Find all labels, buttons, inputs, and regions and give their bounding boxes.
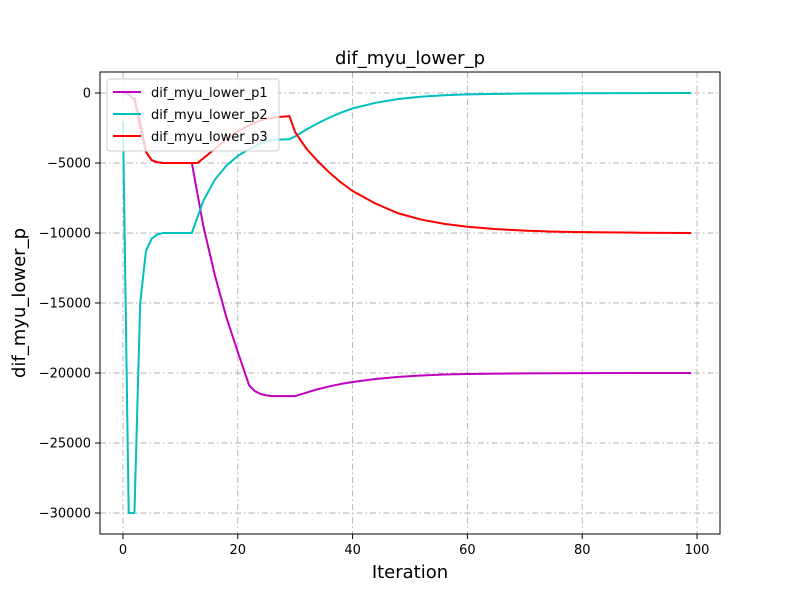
y-tick-label: 0 xyxy=(83,87,91,102)
y-tick-label: −5000 xyxy=(47,157,91,172)
y-tick-label: −20000 xyxy=(39,367,91,382)
legend-label-3: dif_myu_lower_p3 xyxy=(151,130,268,145)
x-tick-label: 40 xyxy=(344,543,361,558)
legend-box xyxy=(106,78,280,152)
y-tick-label: −15000 xyxy=(39,297,91,312)
legend-label-1: dif_myu_lower_p1 xyxy=(151,86,268,101)
x-tick-label: 100 xyxy=(685,543,710,558)
ticks: 0 20 40 60 80 100 0 −5000 −10000 −15000 −20000 −250… xyxy=(39,87,710,559)
x-tick-label: 0 xyxy=(119,543,127,558)
series-layer xyxy=(121,92,692,514)
y-axis-label: dif_myu_lower_p xyxy=(9,228,30,378)
y-tick-label: −10000 xyxy=(39,227,91,242)
series-line-2 xyxy=(121,92,692,514)
legend: dif_myu_lower_p1 dif_myu_lower_p2 dif_myu_… xyxy=(106,78,280,152)
x-axis-label: Iteration xyxy=(372,562,448,583)
series-line-3 xyxy=(133,97,692,234)
x-tick-label: 80 xyxy=(574,543,591,558)
x-tick-label: 60 xyxy=(459,543,476,558)
x-tick-label: 20 xyxy=(230,543,247,558)
chart-title: dif_myu_lower_p xyxy=(335,48,485,69)
y-tick-label: −25000 xyxy=(39,437,91,452)
y-tick-label: −30000 xyxy=(39,507,91,522)
legend-label-2: dif_myu_lower_p2 xyxy=(151,108,268,123)
